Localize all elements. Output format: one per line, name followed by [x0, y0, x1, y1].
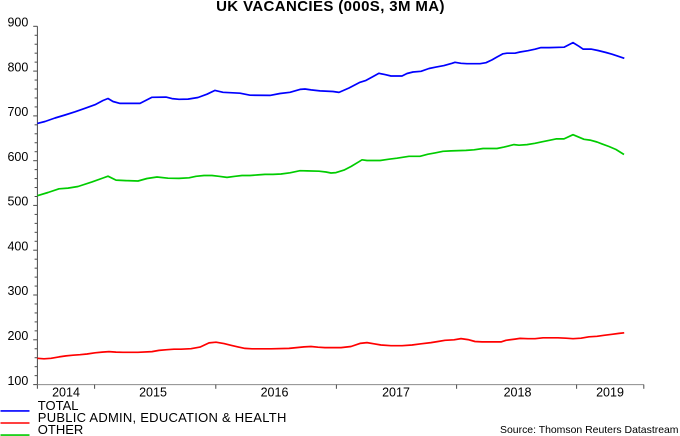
- svg-text:TOTAL: TOTAL: [38, 398, 79, 413]
- svg-text:2017: 2017: [382, 386, 410, 400]
- svg-text:700: 700: [7, 105, 28, 119]
- svg-text:600: 600: [7, 150, 28, 164]
- svg-text:2015: 2015: [139, 386, 167, 400]
- svg-text:200: 200: [7, 329, 28, 343]
- svg-text:UK VACANCIES (000S, 3M MA): UK VACANCIES (000S, 3M MA): [216, 0, 445, 15]
- svg-text:400: 400: [7, 239, 28, 253]
- svg-text:100: 100: [7, 374, 28, 388]
- svg-text:500: 500: [7, 195, 28, 209]
- svg-text:2014: 2014: [52, 386, 80, 400]
- svg-text:800: 800: [7, 60, 28, 74]
- svg-text:PUBLIC ADMIN, EDUCATION & HEAL: PUBLIC ADMIN, EDUCATION & HEALTH: [38, 410, 287, 425]
- svg-text:900: 900: [7, 16, 28, 30]
- svg-text:2016: 2016: [261, 386, 289, 400]
- svg-text:300: 300: [7, 284, 28, 298]
- svg-text:OTHER: OTHER: [38, 422, 84, 436]
- svg-text:2019: 2019: [596, 386, 624, 400]
- svg-text:Source: Thomson Reuters Datast: Source: Thomson Reuters Datastream: [500, 425, 678, 436]
- svg-text:2018: 2018: [504, 386, 532, 400]
